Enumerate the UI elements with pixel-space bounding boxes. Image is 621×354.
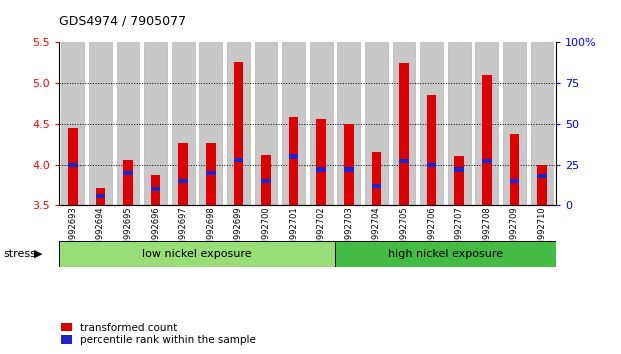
Bar [123,160,133,205]
Text: ▶: ▶ [34,249,42,259]
Bar [89,42,112,205]
Bar [503,42,526,205]
Bar [144,42,167,205]
Bar [531,42,553,205]
Bar [337,42,360,205]
Bar [96,194,105,198]
Bar [96,188,105,205]
Bar [371,152,381,205]
Bar [233,158,243,162]
Bar [482,159,492,164]
Bar [476,42,498,205]
Bar [289,118,299,205]
Bar [123,171,133,175]
Bar [206,143,215,205]
Text: GDS4974 / 7905077: GDS4974 / 7905077 [59,14,186,27]
Bar [227,42,250,205]
Bar [510,134,519,205]
Bar [427,162,437,167]
Bar [399,159,409,164]
Bar [289,154,299,159]
Bar [68,162,78,167]
Bar [510,179,519,183]
Bar [371,184,381,188]
Bar [178,179,188,183]
Text: stress: stress [3,249,36,259]
Bar [455,156,464,205]
Bar [261,155,271,205]
Bar [482,75,492,205]
Bar [199,42,222,205]
Bar [399,63,409,205]
Bar [537,174,547,178]
Bar [68,128,78,205]
Bar [316,119,326,205]
Bar [537,165,547,205]
Bar [316,167,326,172]
Legend: transformed count, percentile rank within the sample: transformed count, percentile rank withi… [61,322,256,345]
Bar [117,42,139,205]
Bar [233,62,243,205]
Bar [392,42,415,205]
Bar [455,167,464,172]
Bar [255,42,278,205]
Bar [61,42,84,205]
Bar [261,179,271,183]
Bar [365,42,388,205]
Bar [335,241,556,267]
Bar [206,171,215,175]
Text: low nickel exposure: low nickel exposure [142,249,252,259]
Bar [283,42,305,205]
Bar [448,42,471,205]
Bar [427,95,437,205]
Bar [178,143,188,205]
Bar [59,241,335,267]
Bar [344,167,353,172]
Bar [151,187,160,191]
Bar [344,124,353,205]
Bar [310,42,332,205]
Bar [172,42,194,205]
Text: high nickel exposure: high nickel exposure [388,249,503,259]
Bar [420,42,443,205]
Bar [151,175,160,205]
